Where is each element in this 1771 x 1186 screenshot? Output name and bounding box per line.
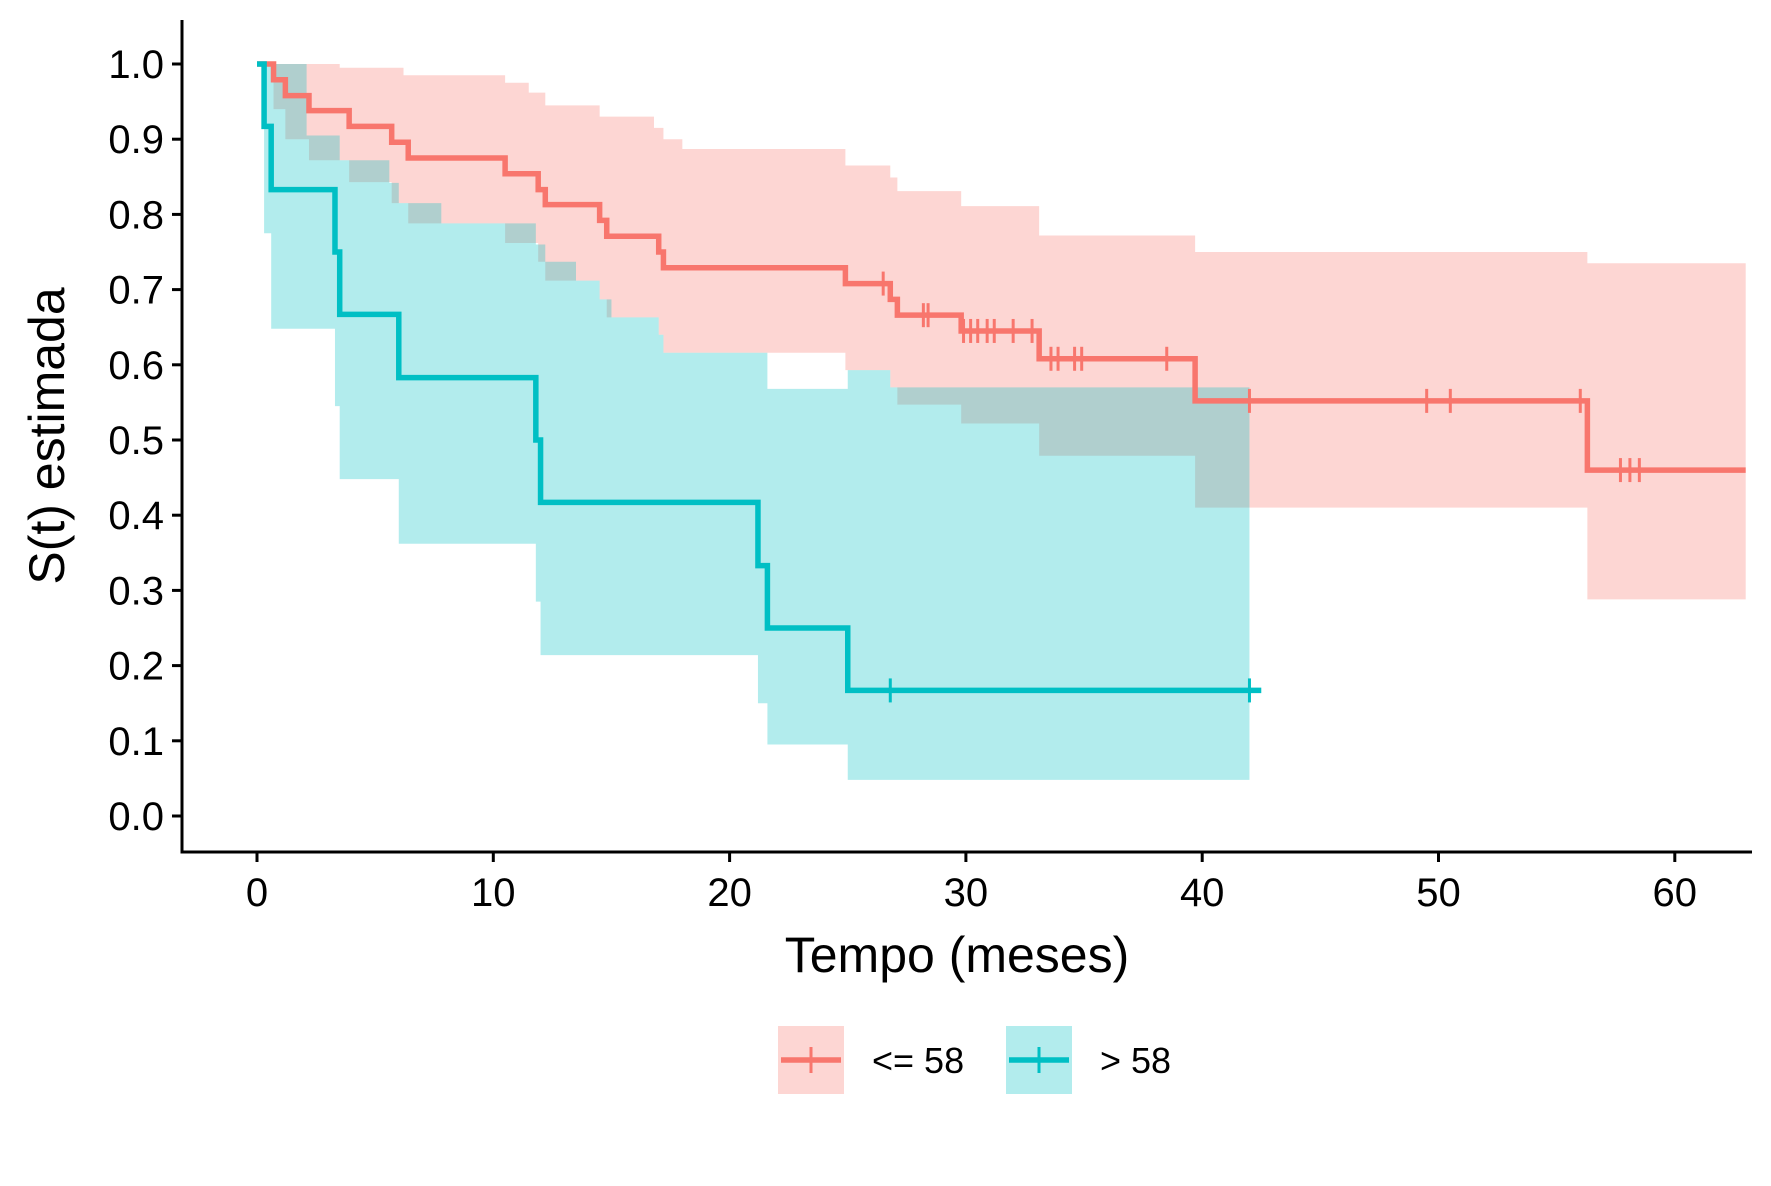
x-tick-label: 50	[1416, 871, 1461, 915]
y-axis-label: S(t) estimada	[19, 287, 75, 585]
y-tick-label: 0.4	[108, 494, 164, 538]
confidence-band-series-2	[257, 64, 1250, 780]
y-tick-label: 0.2	[108, 645, 164, 689]
x-tick-label: 30	[944, 871, 989, 915]
survival-curve-series-1	[257, 61, 1746, 473]
survival-curves	[257, 61, 1746, 694]
censor-marks	[881, 271, 1641, 703]
x-tick-label: 20	[707, 871, 752, 915]
legend-item-series-1: <= 58	[778, 1026, 964, 1094]
y-tick-label: 0.0	[108, 795, 164, 839]
y-tick-label: 0.3	[108, 569, 164, 613]
y-tick-label: 0.1	[108, 720, 164, 764]
y-tick-label: 0.7	[108, 269, 164, 313]
y-axis-ticks: 0.0 0.1 0.2 0.3 0.4 0.5 0.6 0.7 0.8 0.9 1.0	[108, 43, 182, 839]
x-axis-ticks: 0 10 20 30 40 50 60	[246, 852, 1697, 915]
x-tick-label: 0	[246, 871, 268, 915]
legend-label-series-2: > 58	[1100, 1040, 1171, 1081]
x-tick-label: 10	[471, 871, 516, 915]
x-tick-label: 60	[1653, 871, 1698, 915]
y-tick-label: 0.8	[108, 193, 164, 237]
x-tick-label: 40	[1180, 871, 1225, 915]
legend-label-series-1: <= 58	[872, 1040, 964, 1081]
y-tick-label: 0.9	[108, 118, 164, 162]
y-tick-label: 0.5	[108, 419, 164, 463]
legend-item-series-2: > 58	[1006, 1026, 1171, 1094]
y-tick-label: 1.0	[108, 43, 164, 87]
survival-curve-series-2	[257, 61, 1262, 694]
confidence-bands	[257, 64, 1746, 780]
x-axis-label: Tempo (meses)	[785, 927, 1130, 983]
y-tick-label: 0.6	[108, 344, 164, 388]
axes: 0.0 0.1 0.2 0.3 0.4 0.5 0.6 0.7 0.8 0.9 1.0 0 10 20 3…	[108, 20, 1752, 915]
legend: <= 58 > 58	[778, 1026, 1171, 1094]
